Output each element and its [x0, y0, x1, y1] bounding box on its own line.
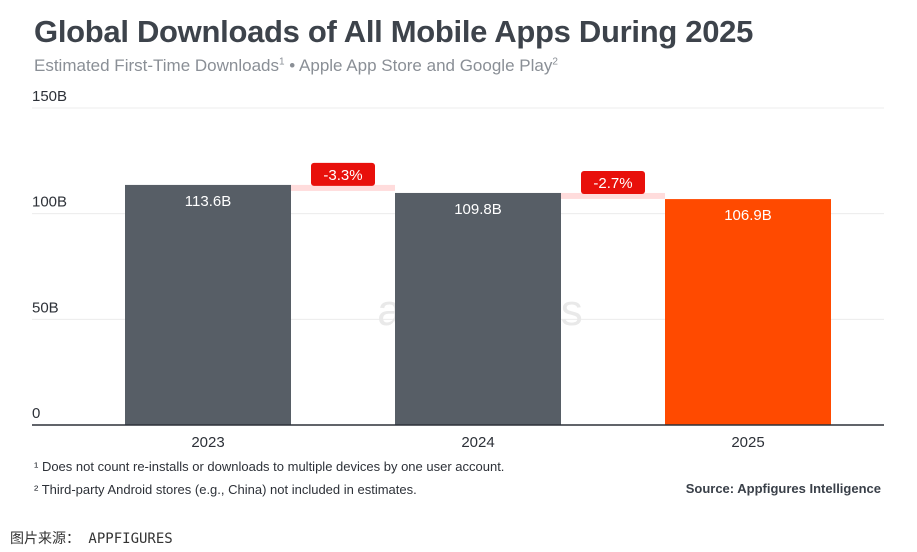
footnote-1: ¹ Does not count re-installs or download…	[34, 459, 505, 474]
data-label: 113.6B	[185, 193, 231, 210]
y-tick-label: 150B	[32, 88, 67, 105]
subtitle-mid: • Apple App Store and Google Play	[284, 56, 553, 75]
y-tick-label: 50B	[32, 299, 59, 316]
x-tick-label: 2023	[191, 434, 224, 451]
footnote-2: ² Third-party Android stores (e.g., Chin…	[34, 482, 417, 497]
change-badge	[311, 162, 375, 186]
y-tick-label: 0	[32, 405, 40, 422]
chart-subtitle: Estimated First-Time Downloads1 • Apple …	[34, 56, 558, 76]
sup-1: 1	[279, 56, 285, 68]
bar-2023	[125, 184, 291, 425]
x-tick-label: 2025	[731, 434, 764, 451]
change-badge	[581, 170, 645, 194]
subtitle-text: Estimated First-Time Downloads	[34, 56, 279, 75]
change-band	[291, 184, 395, 191]
change-label: -3.3%	[323, 167, 362, 184]
y-tick-label: 100B	[32, 194, 67, 211]
change-label: -2.7%	[593, 175, 632, 192]
source: Source: Appfigures Intelligence	[685, 481, 881, 496]
data-label: 109.8B	[454, 201, 502, 218]
x-tick-label: 2024	[461, 434, 494, 451]
sup-2: 2	[552, 56, 558, 68]
bar-2025	[665, 199, 831, 425]
data-label: 106.9B	[724, 207, 772, 224]
image-credit: 图片来源： APPFIGURES	[10, 531, 173, 547]
bar-2024	[395, 192, 561, 425]
chart-title: Global Downloads of All Mobile Apps Duri…	[34, 14, 754, 49]
bar-chart: 050B100B150Bappfigures113.6B2023109.8B20…	[32, 88, 884, 451]
change-band	[561, 192, 665, 199]
